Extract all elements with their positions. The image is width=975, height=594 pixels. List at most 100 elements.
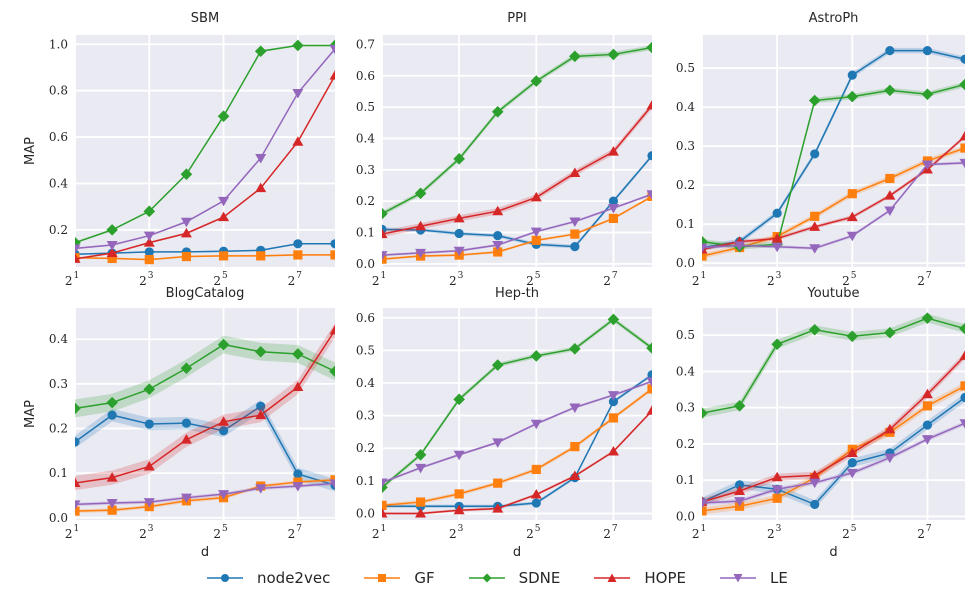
data-point-sdne — [453, 393, 465, 406]
series-gf — [382, 384, 652, 510]
y-tick-label: 0.2 — [49, 223, 68, 237]
data-point-node2vec — [107, 410, 117, 420]
data-point-node2vec — [531, 498, 541, 508]
data-point-sdne — [143, 383, 156, 396]
data-point-le — [453, 246, 465, 257]
series-line-le — [75, 48, 335, 250]
series-le — [702, 419, 965, 509]
legend-label: SDNE — [518, 569, 561, 587]
series-line-node2vec — [702, 396, 965, 506]
data-point-node2vec — [608, 196, 619, 206]
data-point-le — [415, 248, 427, 259]
data-point-sdne — [254, 345, 267, 358]
y-tick-label: 0.0 — [676, 509, 695, 523]
x-tick-label: 23 — [767, 271, 782, 288]
panel-blogcatalog: 0.0 0.1 0.2 0.3 0.4 21 23 25 27 BlogCatalog MAP d — [23, 286, 335, 560]
series-line-hope — [382, 105, 652, 235]
legend-label: HOPE — [644, 569, 686, 587]
data-point-hope — [255, 409, 267, 420]
y-tick-label: 0.2 — [676, 178, 695, 192]
data-point-gf — [415, 497, 426, 507]
data-point-sdne — [530, 350, 543, 362]
y-tick-label: 0.2 — [356, 441, 375, 455]
data-point-node2vec — [144, 419, 154, 429]
series-line-gf — [75, 254, 335, 261]
data-point-le — [218, 490, 230, 500]
data-point-le — [646, 190, 652, 200]
data-point-node2vec — [772, 208, 782, 218]
panel-title: BlogCatalog — [166, 286, 245, 301]
data-point-le — [255, 153, 267, 164]
data-point-le — [734, 497, 746, 507]
data-point-sdne — [217, 110, 230, 122]
series-sdne — [702, 312, 965, 419]
y-tick-label: 0.3 — [49, 377, 68, 391]
data-point-sdne — [569, 342, 581, 355]
data-point-le — [921, 435, 933, 445]
x-tick-label: 27 — [288, 271, 303, 288]
data-point-sdne — [646, 342, 652, 354]
x-axis-label: d — [201, 545, 209, 560]
data-point-gf — [330, 250, 335, 260]
y-tick-label: 0.5 — [676, 61, 695, 75]
legend-item-le: LE — [718, 569, 788, 587]
legend-marker-circle-icon — [207, 574, 243, 582]
series-le — [382, 377, 652, 488]
data-point-sdne — [75, 402, 81, 415]
data-point-le — [734, 241, 746, 252]
series-hope — [382, 405, 652, 518]
legend-marker-square-icon — [364, 574, 401, 582]
plot-background — [702, 35, 965, 267]
panel-hep-th: 0.0 0.1 0.2 0.3 0.4 0.5 0.6 21 23 25 27 Hep-th d — [356, 286, 652, 560]
series-line-sdne — [702, 317, 965, 414]
x-tick-label: 27 — [917, 524, 932, 541]
data-point-le — [453, 450, 465, 461]
data-point-sdne — [292, 39, 304, 52]
data-point-le — [75, 500, 81, 510]
data-point-le — [884, 453, 896, 464]
data-point-sdne — [106, 224, 118, 236]
data-point-node2vec — [570, 242, 580, 252]
data-point-gf — [960, 143, 965, 153]
series-layer — [382, 41, 652, 264]
data-point-hope — [846, 447, 858, 457]
data-point-sdne — [491, 359, 504, 371]
y-tick-label: 0.3 — [356, 409, 375, 423]
data-point-gf — [293, 477, 303, 487]
data-point-le — [415, 463, 427, 474]
legend-marker-diamond-icon — [468, 573, 505, 583]
data-point-gf — [293, 250, 303, 260]
data-point-hope — [569, 167, 581, 177]
y-tick-label: 0.3 — [676, 401, 695, 415]
data-point-hope — [530, 191, 542, 202]
y-tick-label: 0.2 — [356, 194, 375, 208]
y-tick-label: 0.1 — [676, 473, 695, 487]
data-point-hope — [959, 350, 965, 360]
y-axis-label: MAP — [23, 137, 38, 165]
series-line-le — [702, 162, 965, 250]
y-tick-label: 0.7 — [356, 37, 375, 51]
y-tick-label: 0.3 — [356, 163, 375, 177]
panel-title: Hep-th — [495, 286, 539, 301]
data-point-le — [292, 89, 304, 99]
series-line-gf — [75, 479, 335, 512]
y-tick-label: 0.0 — [356, 257, 375, 271]
data-point-hope — [771, 233, 783, 243]
y-tick-label: 0.6 — [356, 69, 375, 83]
data-point-sdne — [702, 407, 708, 419]
data-point-le — [646, 377, 652, 387]
x-axis-label: d — [513, 545, 521, 560]
y-tick-label: 0.1 — [356, 226, 375, 240]
series-node2vec — [382, 151, 652, 252]
data-point-le — [75, 244, 81, 254]
series-layer — [702, 45, 965, 261]
y-tick-label: 0.8 — [49, 84, 68, 98]
data-point-sdne — [292, 348, 304, 360]
y-tick-label: 0.0 — [676, 256, 695, 270]
data-point-node2vec — [181, 418, 192, 428]
data-point-gf — [810, 211, 820, 221]
data-point-le — [846, 468, 858, 479]
series-line-gf — [382, 388, 652, 507]
series-layer — [702, 312, 965, 516]
